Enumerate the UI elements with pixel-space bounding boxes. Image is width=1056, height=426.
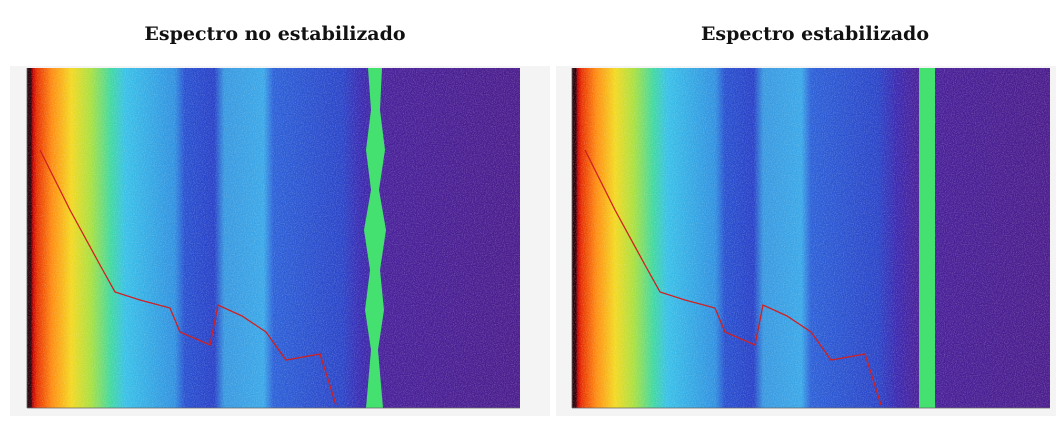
panel: Espectro estabilizado bbox=[556, 23, 1056, 416]
panel: Espectro no estabilizado bbox=[10, 23, 550, 416]
figure: Espectro no estabilizado Espectro estabi… bbox=[0, 0, 1056, 426]
stable-band bbox=[919, 68, 935, 408]
noise bbox=[27, 68, 520, 408]
noise bbox=[572, 68, 1050, 408]
panel-title: Espectro estabilizado bbox=[701, 23, 929, 45]
panel-title: Espectro no estabilizado bbox=[144, 23, 405, 45]
